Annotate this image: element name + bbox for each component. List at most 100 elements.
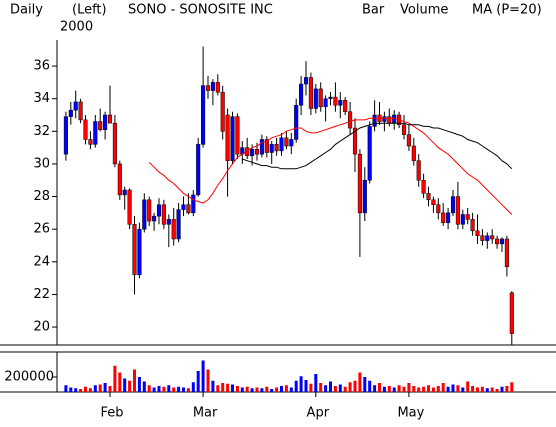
volume-bar [329, 381, 332, 392]
candle-body [274, 144, 279, 152]
volume-bar [69, 387, 73, 392]
volume-bar [113, 365, 117, 392]
x-tick-label: Apr [307, 406, 330, 421]
volume-bar [275, 387, 279, 392]
volume-bar [93, 385, 97, 392]
y-tick-label: 20 [33, 320, 50, 335]
candle-body [205, 85, 211, 91]
candle-body [299, 83, 304, 106]
volume-bar [348, 382, 352, 392]
y-tick-label: 36 [33, 59, 50, 74]
volume-bar [245, 386, 249, 392]
volume-bar [270, 388, 274, 392]
volume-bar [299, 376, 303, 392]
moving-average [242, 122, 513, 170]
volume-bar [235, 385, 239, 392]
candle-body [465, 214, 470, 220]
candle-body [78, 101, 83, 121]
volume-bar [319, 382, 323, 392]
volume-bar [324, 385, 328, 392]
volume-bar [392, 387, 396, 392]
volume-bar [485, 388, 489, 392]
volume-bar [422, 386, 426, 392]
candle-body [303, 77, 309, 85]
volume-bar [466, 381, 470, 392]
candle-body [323, 98, 328, 108]
candle-body [352, 127, 358, 155]
candle-body [421, 179, 426, 194]
candle-body [328, 96, 333, 99]
candle-body [132, 224, 137, 276]
volume-bar [74, 388, 78, 392]
volume-bar [397, 385, 401, 392]
y-tick-label: 22 [33, 287, 50, 302]
volume-bar [186, 388, 190, 392]
volume-bar [378, 382, 381, 392]
candle-body [191, 194, 196, 214]
candle-body [161, 204, 166, 225]
volume-bar [133, 369, 136, 392]
volume-bar [88, 388, 92, 392]
volume-bar [240, 387, 244, 392]
y-tick-label: 30 [33, 156, 50, 171]
candle-body [250, 149, 255, 157]
candle-body [480, 235, 485, 241]
candle-body [156, 204, 162, 217]
volume-bar [343, 386, 347, 392]
x-tick-label: May [397, 406, 424, 421]
candle-body [343, 100, 348, 112]
year-label: 2000 [60, 20, 93, 35]
volume-bar [373, 385, 377, 392]
candle-body [73, 101, 78, 111]
candle-body [63, 116, 68, 155]
candle-body [279, 137, 284, 152]
volume-bar [417, 387, 421, 392]
volume-bar [191, 382, 195, 392]
candle-body [495, 238, 500, 245]
volume-bar [64, 385, 68, 392]
volume-bar [431, 387, 435, 392]
candle-body [475, 230, 480, 236]
volume-bar [309, 383, 313, 392]
volume-bar [382, 386, 386, 392]
candle-body [171, 219, 176, 240]
volume-bar [333, 385, 337, 392]
volume-bar [358, 372, 362, 392]
moving-average [148, 117, 513, 215]
candle-body [411, 145, 416, 161]
volume-bar [510, 382, 514, 392]
candle-body [186, 204, 191, 214]
y-tick-label: 34 [33, 91, 50, 106]
volume-bar [505, 385, 509, 392]
volume-bar [211, 380, 215, 392]
candle-body [230, 116, 235, 161]
candle-body [259, 139, 264, 155]
volume-bar [250, 388, 254, 392]
volume-bar [167, 385, 171, 392]
volume-bar [157, 385, 161, 392]
volume-bar [461, 387, 465, 392]
candle-body [264, 139, 269, 153]
volume-bar [456, 385, 460, 392]
candle-body [401, 124, 407, 135]
candle-body [117, 163, 122, 196]
x-tick-label: Mar [193, 406, 218, 421]
volume-bar [441, 382, 445, 392]
volume-bar [490, 387, 494, 392]
candle-body [436, 204, 441, 214]
volume-bar [451, 384, 455, 392]
volume-bar [436, 385, 440, 392]
candle-body [147, 199, 152, 222]
candle-body [362, 179, 367, 214]
candle-body [152, 215, 157, 222]
candle-body [460, 214, 465, 225]
volume-bar [368, 380, 372, 392]
volume-bar [226, 383, 230, 392]
candle-body [93, 121, 98, 145]
volume-bar [147, 385, 151, 392]
candle-body [441, 212, 446, 223]
candle-body [504, 238, 509, 267]
volume-bar [476, 387, 479, 392]
candle-body [181, 204, 186, 210]
candle-body [98, 121, 103, 130]
